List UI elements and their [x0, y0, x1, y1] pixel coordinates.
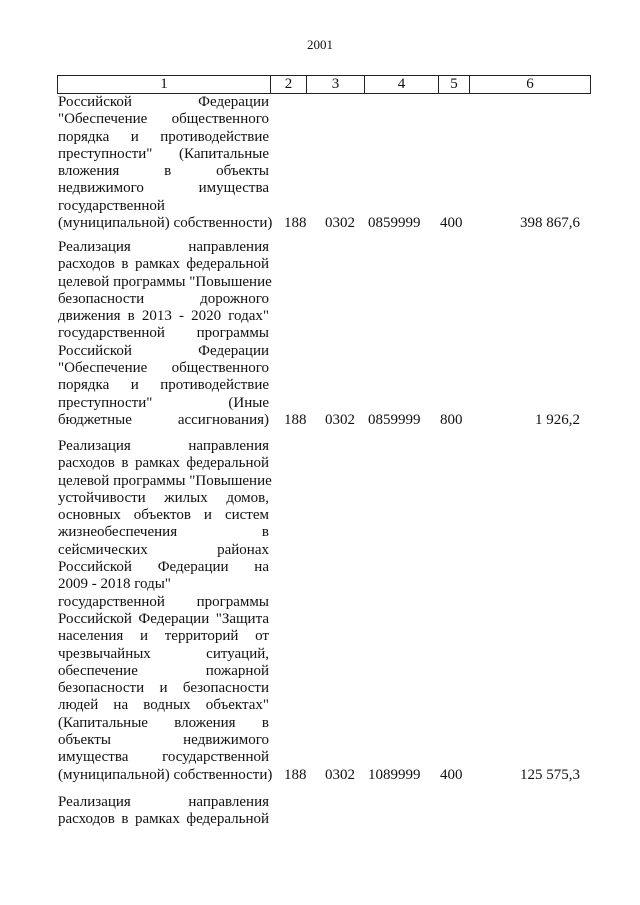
description-line: обеспечение пожарной: [58, 662, 269, 679]
description-line: людей на водных объектах": [58, 697, 269, 714]
table-row: Реализация направления расходов в рамках …: [58, 438, 588, 784]
description-line: "Обеспечение общественного: [58, 111, 269, 128]
description-line: сейсмических районах: [58, 541, 269, 558]
header-col-5: 5: [439, 76, 470, 93]
table-row: Российской Федерации "Обеспечение обществ…: [58, 94, 588, 232]
description-line: Российской Федерации на: [58, 559, 269, 576]
header-col-2: 2: [271, 76, 307, 93]
description-line: преступности" (Иные: [58, 394, 269, 411]
table-row: Реализация направления расходов в рамках …: [58, 794, 588, 829]
description-line: недвижимого имущества: [58, 180, 269, 197]
description-line: движения в 2013 - 2020 годах": [58, 308, 269, 325]
cell-c4: 0859999: [368, 215, 421, 232]
cell-c6: 1 926,2: [535, 411, 580, 428]
header-col-3: 3: [307, 76, 365, 93]
description-line: безопасности дорожного: [58, 290, 269, 307]
description-line: порядка и противодействие: [58, 377, 269, 394]
page-number: 2001: [307, 37, 333, 52]
cell-c5: 800: [440, 411, 463, 428]
cell-c4: 0859999: [368, 411, 421, 428]
description-line: Российской Федерации: [58, 342, 269, 359]
cell-c3: 0302: [325, 411, 355, 428]
cell-c2: 188: [284, 411, 307, 428]
header-col-1: 1: [58, 76, 271, 93]
description-line: порядка и противодействие: [58, 128, 269, 145]
description-line: чрезвычайных ситуаций,: [58, 645, 269, 662]
description-line: жизнеобеспечения в: [58, 524, 269, 541]
cell-c4: 1089999: [368, 766, 421, 783]
cell-c6: 398 867,6: [520, 215, 580, 232]
table-row: Реализация направления расходов в рамках …: [58, 239, 588, 429]
description-line: (Капитальные вложения в: [58, 714, 269, 731]
cell-c3: 0302: [325, 215, 355, 232]
description-line: "Обеспечение общественного: [58, 360, 269, 377]
description-line: Реализация направления: [58, 794, 269, 810]
description-line: целевой программы "Повышение: [58, 472, 272, 489]
cell-c5: 400: [440, 215, 463, 232]
description-line: Реализация направления: [58, 239, 269, 255]
description-line: расходов в рамках федеральной: [58, 811, 269, 828]
description-line: имущества государственной: [58, 749, 269, 766]
cell-c6: 125 575,3: [520, 766, 580, 783]
table-header: 1 2 3 4 5 6: [57, 75, 591, 94]
description-line: государственной программы: [58, 325, 269, 342]
description-line: Российской Федерации: [58, 94, 269, 110]
description-line: расходов в рамках федеральной: [58, 256, 269, 273]
cell-c2: 188: [284, 766, 307, 783]
description-line: целевой программы "Повышение: [58, 273, 272, 290]
cell-c3: 0302: [325, 766, 355, 783]
description-line: государственной программы: [58, 593, 269, 610]
description-line: государственной: [58, 197, 165, 214]
description-line: 2009 - 2018 годы": [58, 576, 171, 593]
header-col-6: 6: [526, 76, 534, 92]
description-line: объекты недвижимого: [58, 732, 269, 749]
description-line: безопасности и безопасности: [58, 680, 269, 697]
cell-c5: 400: [440, 766, 463, 783]
description-line: преступности" (Капитальные: [58, 145, 269, 162]
description-line: населения и территорий от: [58, 628, 269, 645]
description-line: расходов в рамках федеральной: [58, 455, 269, 472]
description-line: основных объектов и систем: [58, 507, 269, 524]
description-line: Реализация направления: [58, 438, 269, 454]
description-line: бюджетные ассигнования): [58, 411, 269, 428]
description-line: Российской Федерации "Защита: [58, 610, 269, 627]
header-col-4: 4: [365, 76, 439, 93]
description-line: устойчивости жилых домов,: [58, 489, 269, 506]
description-line: вложения в объекты: [58, 163, 269, 180]
description-line: (муниципальной) собственности): [58, 766, 273, 783]
cell-c2: 188: [284, 215, 307, 232]
description-line: (муниципальной) собственности): [58, 215, 273, 232]
